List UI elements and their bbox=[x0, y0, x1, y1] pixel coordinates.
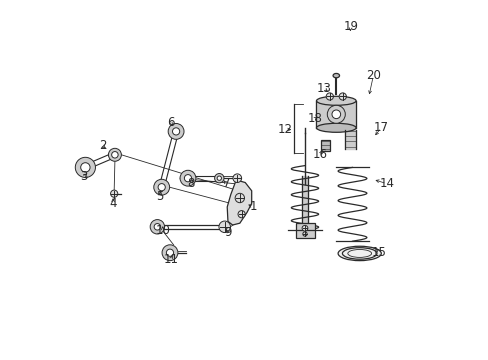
Circle shape bbox=[326, 105, 345, 123]
Text: 8: 8 bbox=[186, 177, 194, 190]
Text: 14: 14 bbox=[378, 177, 393, 190]
Circle shape bbox=[75, 157, 95, 177]
Circle shape bbox=[217, 176, 221, 180]
Circle shape bbox=[81, 163, 90, 172]
Circle shape bbox=[238, 211, 244, 218]
Circle shape bbox=[325, 93, 333, 100]
Text: 11: 11 bbox=[163, 253, 178, 266]
Text: 17: 17 bbox=[373, 121, 388, 134]
Text: 19: 19 bbox=[343, 21, 358, 33]
Ellipse shape bbox=[316, 96, 355, 105]
Text: 2: 2 bbox=[99, 139, 106, 152]
Text: 18: 18 bbox=[306, 112, 322, 125]
Circle shape bbox=[172, 128, 179, 135]
Circle shape bbox=[331, 110, 340, 119]
Circle shape bbox=[302, 232, 306, 236]
Text: 1: 1 bbox=[249, 201, 257, 213]
Text: 20: 20 bbox=[365, 69, 380, 82]
Text: 4: 4 bbox=[109, 197, 117, 210]
Circle shape bbox=[302, 225, 307, 231]
Text: 13: 13 bbox=[316, 82, 330, 95]
Circle shape bbox=[168, 123, 183, 139]
Polygon shape bbox=[227, 180, 251, 225]
Circle shape bbox=[111, 152, 118, 158]
Circle shape bbox=[158, 184, 165, 191]
Circle shape bbox=[214, 174, 224, 183]
Text: 6: 6 bbox=[166, 116, 174, 129]
FancyBboxPatch shape bbox=[295, 223, 314, 238]
Text: 9: 9 bbox=[224, 226, 232, 239]
Circle shape bbox=[166, 249, 173, 256]
Text: 12: 12 bbox=[278, 123, 292, 136]
Circle shape bbox=[339, 93, 346, 100]
Text: 7: 7 bbox=[223, 177, 230, 190]
Circle shape bbox=[219, 221, 230, 233]
Circle shape bbox=[232, 174, 241, 183]
Text: 10: 10 bbox=[155, 224, 170, 237]
Circle shape bbox=[154, 224, 160, 230]
Circle shape bbox=[180, 170, 196, 186]
Circle shape bbox=[153, 179, 169, 195]
Circle shape bbox=[150, 220, 164, 234]
Text: 15: 15 bbox=[371, 246, 386, 258]
Circle shape bbox=[162, 245, 178, 261]
Ellipse shape bbox=[337, 246, 381, 261]
Circle shape bbox=[108, 148, 121, 161]
Ellipse shape bbox=[332, 73, 339, 78]
Circle shape bbox=[235, 193, 244, 203]
Ellipse shape bbox=[316, 123, 355, 132]
Text: 5: 5 bbox=[156, 190, 163, 203]
Text: 3: 3 bbox=[81, 170, 88, 183]
Text: 16: 16 bbox=[312, 148, 327, 161]
FancyBboxPatch shape bbox=[321, 140, 329, 151]
Circle shape bbox=[184, 175, 191, 182]
Circle shape bbox=[110, 190, 118, 197]
